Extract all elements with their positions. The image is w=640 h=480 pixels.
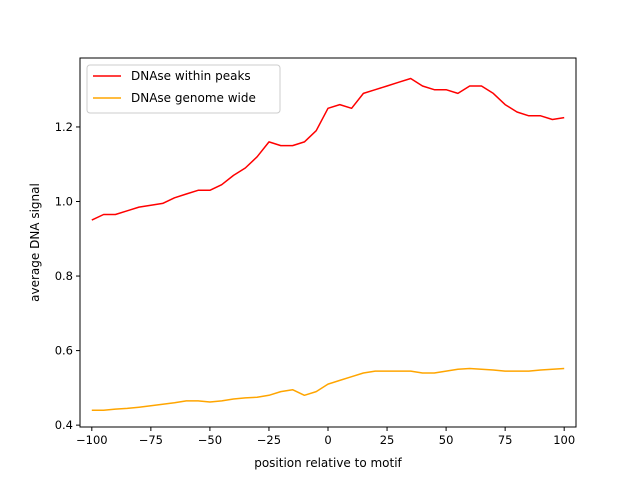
- x-tick-label: 0: [324, 433, 331, 447]
- series-line-0: [91, 77, 565, 221]
- x-tick-label: −100: [76, 433, 108, 447]
- x-tick-label: −75: [139, 433, 163, 447]
- x-tick-label: 25: [380, 433, 395, 447]
- x-tick-label: 100: [553, 433, 575, 447]
- x-tick-label: 50: [439, 433, 454, 447]
- y-tick-label: 1.0: [55, 195, 73, 209]
- legend-label-0: DNAse within peaks: [131, 69, 251, 83]
- y-tick-label: 1.2: [55, 120, 73, 134]
- y-tick-label: 0.4: [55, 418, 73, 432]
- x-axis-label: position relative to motif: [254, 456, 402, 470]
- series-line-1: [91, 367, 565, 411]
- series-lines: [91, 77, 565, 411]
- y-tick-label: 0.8: [55, 269, 73, 283]
- legend-label-1: DNAse genome wide: [131, 91, 256, 105]
- x-tick-label: −25: [257, 433, 281, 447]
- y-axis-label: average DNA signal: [28, 183, 42, 302]
- legend: DNAse within peaks DNAse genome wide: [86, 64, 281, 114]
- legend-box: [86, 64, 281, 114]
- y-tick-label: 0.6: [55, 344, 73, 358]
- y-axis-ticks: 0.4 0.6 0.8 1.0 1.2: [55, 120, 80, 432]
- x-tick-label: 75: [498, 433, 513, 447]
- x-tick-label: −50: [198, 433, 222, 447]
- x-axis-ticks: −100 −75 −50 −25 0 25 50 75 100: [76, 427, 575, 447]
